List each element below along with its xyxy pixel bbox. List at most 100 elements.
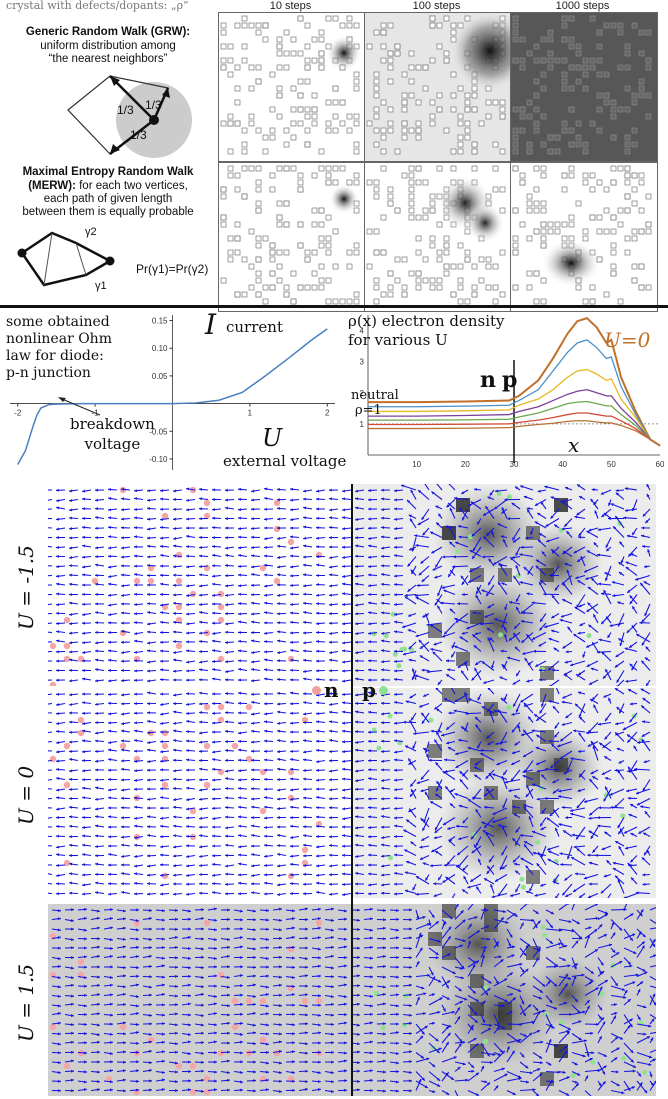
defect-square	[408, 207, 415, 214]
field-arrowhead	[264, 554, 267, 558]
field-arrowhead	[108, 729, 112, 733]
field-arrowhead	[394, 640, 397, 644]
field-arrowhead	[455, 619, 459, 623]
field-arrowhead	[186, 612, 189, 616]
defect-square	[325, 15, 332, 22]
field-arrowhead	[448, 573, 451, 578]
field-arrowhead	[419, 845, 423, 849]
field-arrowhead	[503, 539, 506, 543]
defect-square	[471, 148, 478, 155]
field-arrowhead	[531, 601, 535, 605]
defect-square	[533, 78, 540, 85]
field-arrowhead	[329, 825, 332, 829]
field-arrowhead	[173, 748, 177, 752]
field-arrowhead	[381, 546, 385, 550]
defect-square	[596, 106, 603, 113]
grw-prob-1: 1/3	[117, 103, 134, 117]
defect-square	[394, 50, 401, 57]
field-arrowhead	[82, 544, 86, 548]
field-arrowhead	[513, 813, 517, 817]
defect-square	[540, 235, 547, 242]
field-arrowhead	[186, 669, 189, 673]
field-arrowhead	[606, 548, 610, 552]
field-arrowhead	[251, 489, 255, 493]
field-arrowhead	[147, 731, 151, 735]
field-arrowhead	[199, 863, 202, 868]
defect-square	[373, 249, 380, 256]
field-arrowhead	[199, 526, 202, 530]
defect-square	[290, 270, 297, 277]
defect-square	[589, 15, 596, 22]
field-arrowhead	[82, 535, 85, 539]
field-arrowhead	[579, 773, 583, 777]
field-arrowhead	[629, 595, 633, 599]
field-arrowhead	[238, 731, 242, 735]
defect-square	[568, 64, 575, 71]
field-arrowhead	[381, 721, 384, 725]
field-arrowhead	[56, 863, 59, 867]
field-arrowhead	[251, 526, 254, 531]
defect-cell	[428, 786, 442, 800]
defect-square	[512, 36, 519, 43]
field-arrowhead	[277, 659, 280, 663]
field-arrowhead	[437, 605, 441, 609]
defect-square	[568, 85, 575, 92]
field-arrowhead	[444, 758, 448, 762]
defect-square	[304, 22, 311, 29]
field-arrowhead	[576, 805, 580, 809]
field-arrowhead	[56, 759, 59, 763]
field-arrowhead	[199, 731, 203, 735]
field-arrowhead	[507, 517, 511, 521]
field-arrowhead	[277, 739, 281, 743]
defect-square	[387, 106, 394, 113]
defect-square	[380, 134, 387, 141]
defect-square	[262, 22, 269, 29]
defect-square	[408, 78, 415, 85]
field-arrowhead	[160, 806, 163, 810]
defect-square	[304, 127, 311, 134]
field-arrowhead	[536, 769, 540, 773]
field-arrowhead	[160, 525, 163, 530]
field-arrowhead	[355, 564, 358, 568]
field-arrowhead	[121, 806, 124, 810]
field-arrowhead	[394, 574, 397, 578]
defect-square	[353, 249, 360, 256]
defect-square	[380, 22, 387, 29]
defect-square	[290, 36, 297, 43]
defect-square	[269, 106, 276, 113]
field-arrowhead	[381, 749, 384, 753]
field-arrowhead	[513, 632, 517, 636]
defect-square	[220, 193, 227, 200]
field-arrowhead	[444, 769, 448, 773]
field-arrowhead	[588, 861, 593, 865]
field-arrowhead	[316, 806, 319, 810]
field-arrowhead	[329, 816, 332, 820]
field-arrowhead	[290, 565, 294, 569]
defect-square	[415, 284, 422, 291]
field-arrowhead	[419, 645, 424, 649]
n-dopant-dot	[189, 590, 197, 598]
field-arrowhead	[329, 584, 333, 588]
field-arrowhead	[381, 631, 385, 635]
field-arrowhead	[381, 843, 385, 847]
defect-square	[387, 50, 394, 57]
field-arrowhead	[629, 644, 633, 648]
field-arrowhead	[121, 564, 124, 568]
field-arrowhead	[454, 496, 457, 500]
field-arrowhead	[82, 659, 85, 663]
field-arrowhead	[636, 634, 640, 637]
field-arrowhead	[303, 796, 306, 800]
field-arrowhead	[342, 844, 345, 848]
defect-square	[610, 113, 617, 120]
field-arrowhead	[303, 658, 307, 662]
grw-prob-2: 1/3	[145, 98, 162, 112]
defect-square	[353, 179, 360, 186]
defect-square	[401, 284, 408, 291]
defect-square	[401, 92, 408, 99]
field-arrowhead	[402, 625, 406, 629]
field-arrowhead	[56, 721, 60, 725]
field-arrowhead	[303, 555, 306, 559]
field-arrowhead	[186, 508, 190, 512]
field-arrowhead	[225, 805, 228, 810]
field-arrowhead	[251, 729, 255, 733]
